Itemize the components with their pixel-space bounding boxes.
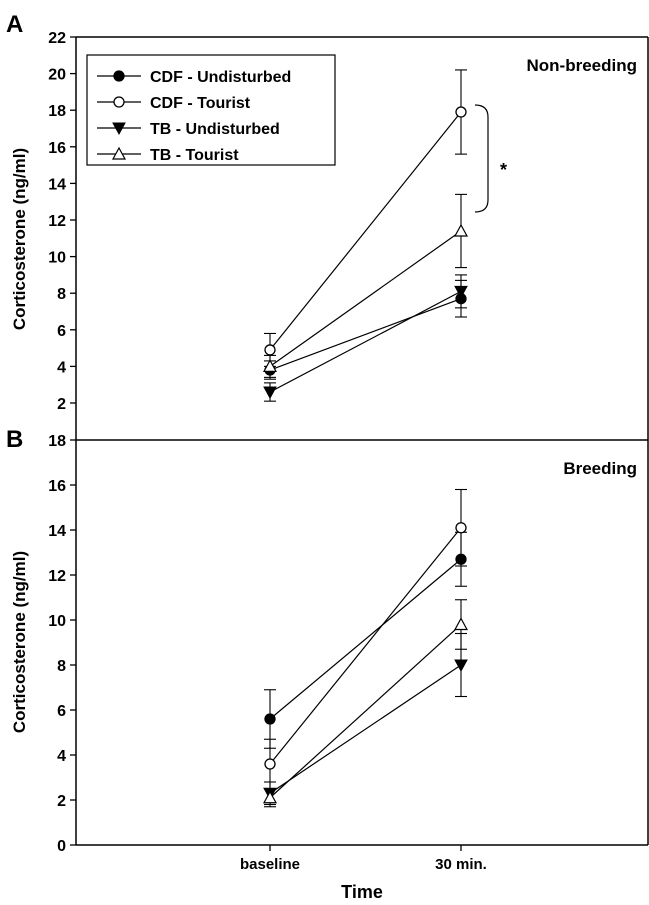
panel-a-ylabel: Corticosterone (ng/ml) [10,148,29,330]
y-tick-label: 18 [48,433,66,450]
legend-marker [112,122,126,136]
series-line [269,527,462,765]
legend: CDF - Undisturbed CDF - Tourist TB - Undis… [86,54,336,166]
y-tick-label: 6 [57,703,66,720]
y-tick-label: 2 [57,396,66,413]
data-point [455,522,467,534]
legend-label: CDF - Undisturbed [150,69,291,86]
series-line [269,298,462,371]
panel-b-ylabel: Corticosterone (ng/ml) [10,551,29,733]
panel-b-plot [262,488,469,808]
data-point [264,713,276,725]
significance-asterisk: * [500,160,507,180]
panel-a: A 2 4 6 8 10 12 14 16 18 20 22 Non-breeding Cortic… [6,11,649,441]
series-cdf-tourist [264,69,467,367]
panel-a-letter: A [6,11,23,38]
series-cdf-tourist [264,488,467,790]
legend-entries: CDF - Undisturbed CDF - Tourist TB - Undis… [97,69,291,164]
y-tick-label: 16 [48,140,66,157]
x-ticks: baseline 30 min. [240,845,487,873]
data-point [453,617,469,631]
y-tick-label: 18 [48,103,66,120]
series-cdf-undisturbed [264,279,467,380]
panel-b-y-ticks: 0 2 4 6 8 10 12 14 16 18 [48,433,76,855]
y-tick-label: 8 [57,286,66,303]
y-tick-label: 16 [48,478,66,495]
legend-label: CDF - Tourist [150,95,251,112]
y-tick-label: 4 [57,748,66,765]
y-tick-label: 10 [48,613,66,630]
data-point [263,386,277,400]
data-point [453,223,469,237]
series-tb-undisturbed [263,274,468,402]
series-tb-tourist [262,599,469,808]
series-line [269,558,462,720]
data-point [454,659,468,673]
y-tick-label: 20 [48,67,66,84]
data-point [455,106,467,118]
x-axis-title: Time [341,882,383,902]
series-tb-undisturbed [263,632,468,806]
panel-b-letter: B [6,426,23,453]
data-point [264,758,276,770]
y-tick-label: 2 [57,793,66,810]
y-tick-label: 8 [57,658,66,675]
data-point [262,359,278,372]
series-line [269,290,462,393]
panel-b: B 0 2 4 6 8 10 12 14 16 18 baseline 30 min. Breedi… [6,426,649,902]
y-tick-label: 12 [48,213,66,230]
y-tick-label: 12 [48,568,66,585]
legend-box [86,54,336,166]
y-tick-label: 4 [57,359,66,376]
legend-label: TB - Undisturbed [150,121,280,138]
series-line [269,230,462,367]
legend-label: TB - Tourist [150,147,239,164]
y-tick-label: 0 [57,838,66,855]
series-tb-tourist [262,193,469,378]
significance-bracket [474,104,489,213]
y-tick-label: 6 [57,323,66,340]
panel-b-title: Breeding [563,459,637,478]
data-point [454,285,468,299]
panel-a-plot [262,69,469,402]
series-line [269,664,462,794]
legend-marker [111,146,127,160]
y-tick-label: 14 [48,176,66,193]
legend-marker [113,96,125,108]
legend-marker [113,70,125,82]
x-tick-label: baseline [240,856,300,873]
y-tick-label: 10 [48,250,66,267]
series-cdf-undisturbed [264,531,467,749]
data-point [264,344,276,356]
panel-a-y-ticks: 2 4 6 8 10 12 14 16 18 20 22 [48,30,76,413]
y-tick-label: 22 [48,30,66,47]
panel-a-title: Non-breeding [527,56,638,75]
series-line [269,624,462,799]
data-point [262,790,278,804]
y-tick-label: 14 [48,523,66,540]
series-line [269,111,462,351]
x-tick-label: 30 min. [435,856,487,873]
